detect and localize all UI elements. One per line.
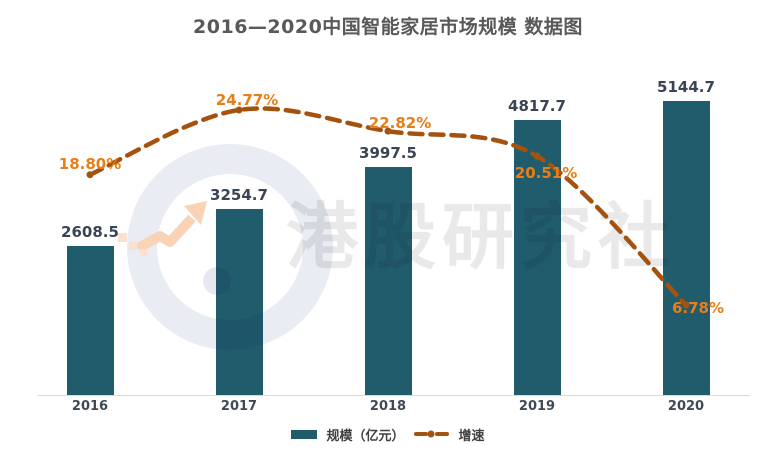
bar-value-label: 5144.7 bbox=[657, 78, 715, 97]
x-tick-label: 2016 bbox=[71, 399, 109, 414]
growth-percent-label: 18.80% bbox=[58, 154, 122, 173]
x-axis-line bbox=[38, 395, 750, 396]
x-tick-label: 2017 bbox=[220, 399, 258, 414]
growth-percent-label: 24.77% bbox=[215, 90, 279, 109]
legend-line-icon bbox=[413, 430, 449, 438]
x-tick-label: 2020 bbox=[667, 399, 705, 414]
bar-2019 bbox=[513, 119, 561, 395]
growth-percent-label: 22.82% bbox=[368, 114, 432, 133]
legend-bar-label: 规模（亿元） bbox=[326, 428, 405, 444]
bar-2016 bbox=[66, 246, 114, 395]
bar-value-label: 3997.5 bbox=[359, 143, 417, 162]
legend-bar-swatch bbox=[291, 429, 318, 439]
growth-percent-label: 20.51% bbox=[514, 164, 578, 183]
growth-percent-label: 6.78% bbox=[671, 299, 725, 317]
chart-title: 2016—2020中国智能家居市场规模 数据图 bbox=[193, 16, 583, 38]
legend-line-label: 增速 bbox=[458, 428, 485, 444]
bar-2020 bbox=[662, 101, 710, 395]
legend: 规模（亿元） 增速 bbox=[0, 423, 776, 445]
bar-2017 bbox=[215, 209, 263, 395]
bar-value-label: 4817.7 bbox=[508, 96, 566, 115]
bar-value-label: 3254.7 bbox=[210, 186, 268, 205]
x-tick-label: 2018 bbox=[369, 399, 407, 414]
bar-2018 bbox=[364, 166, 412, 395]
bar-value-label: 2608.5 bbox=[61, 223, 119, 242]
x-tick-label: 2019 bbox=[518, 399, 556, 414]
